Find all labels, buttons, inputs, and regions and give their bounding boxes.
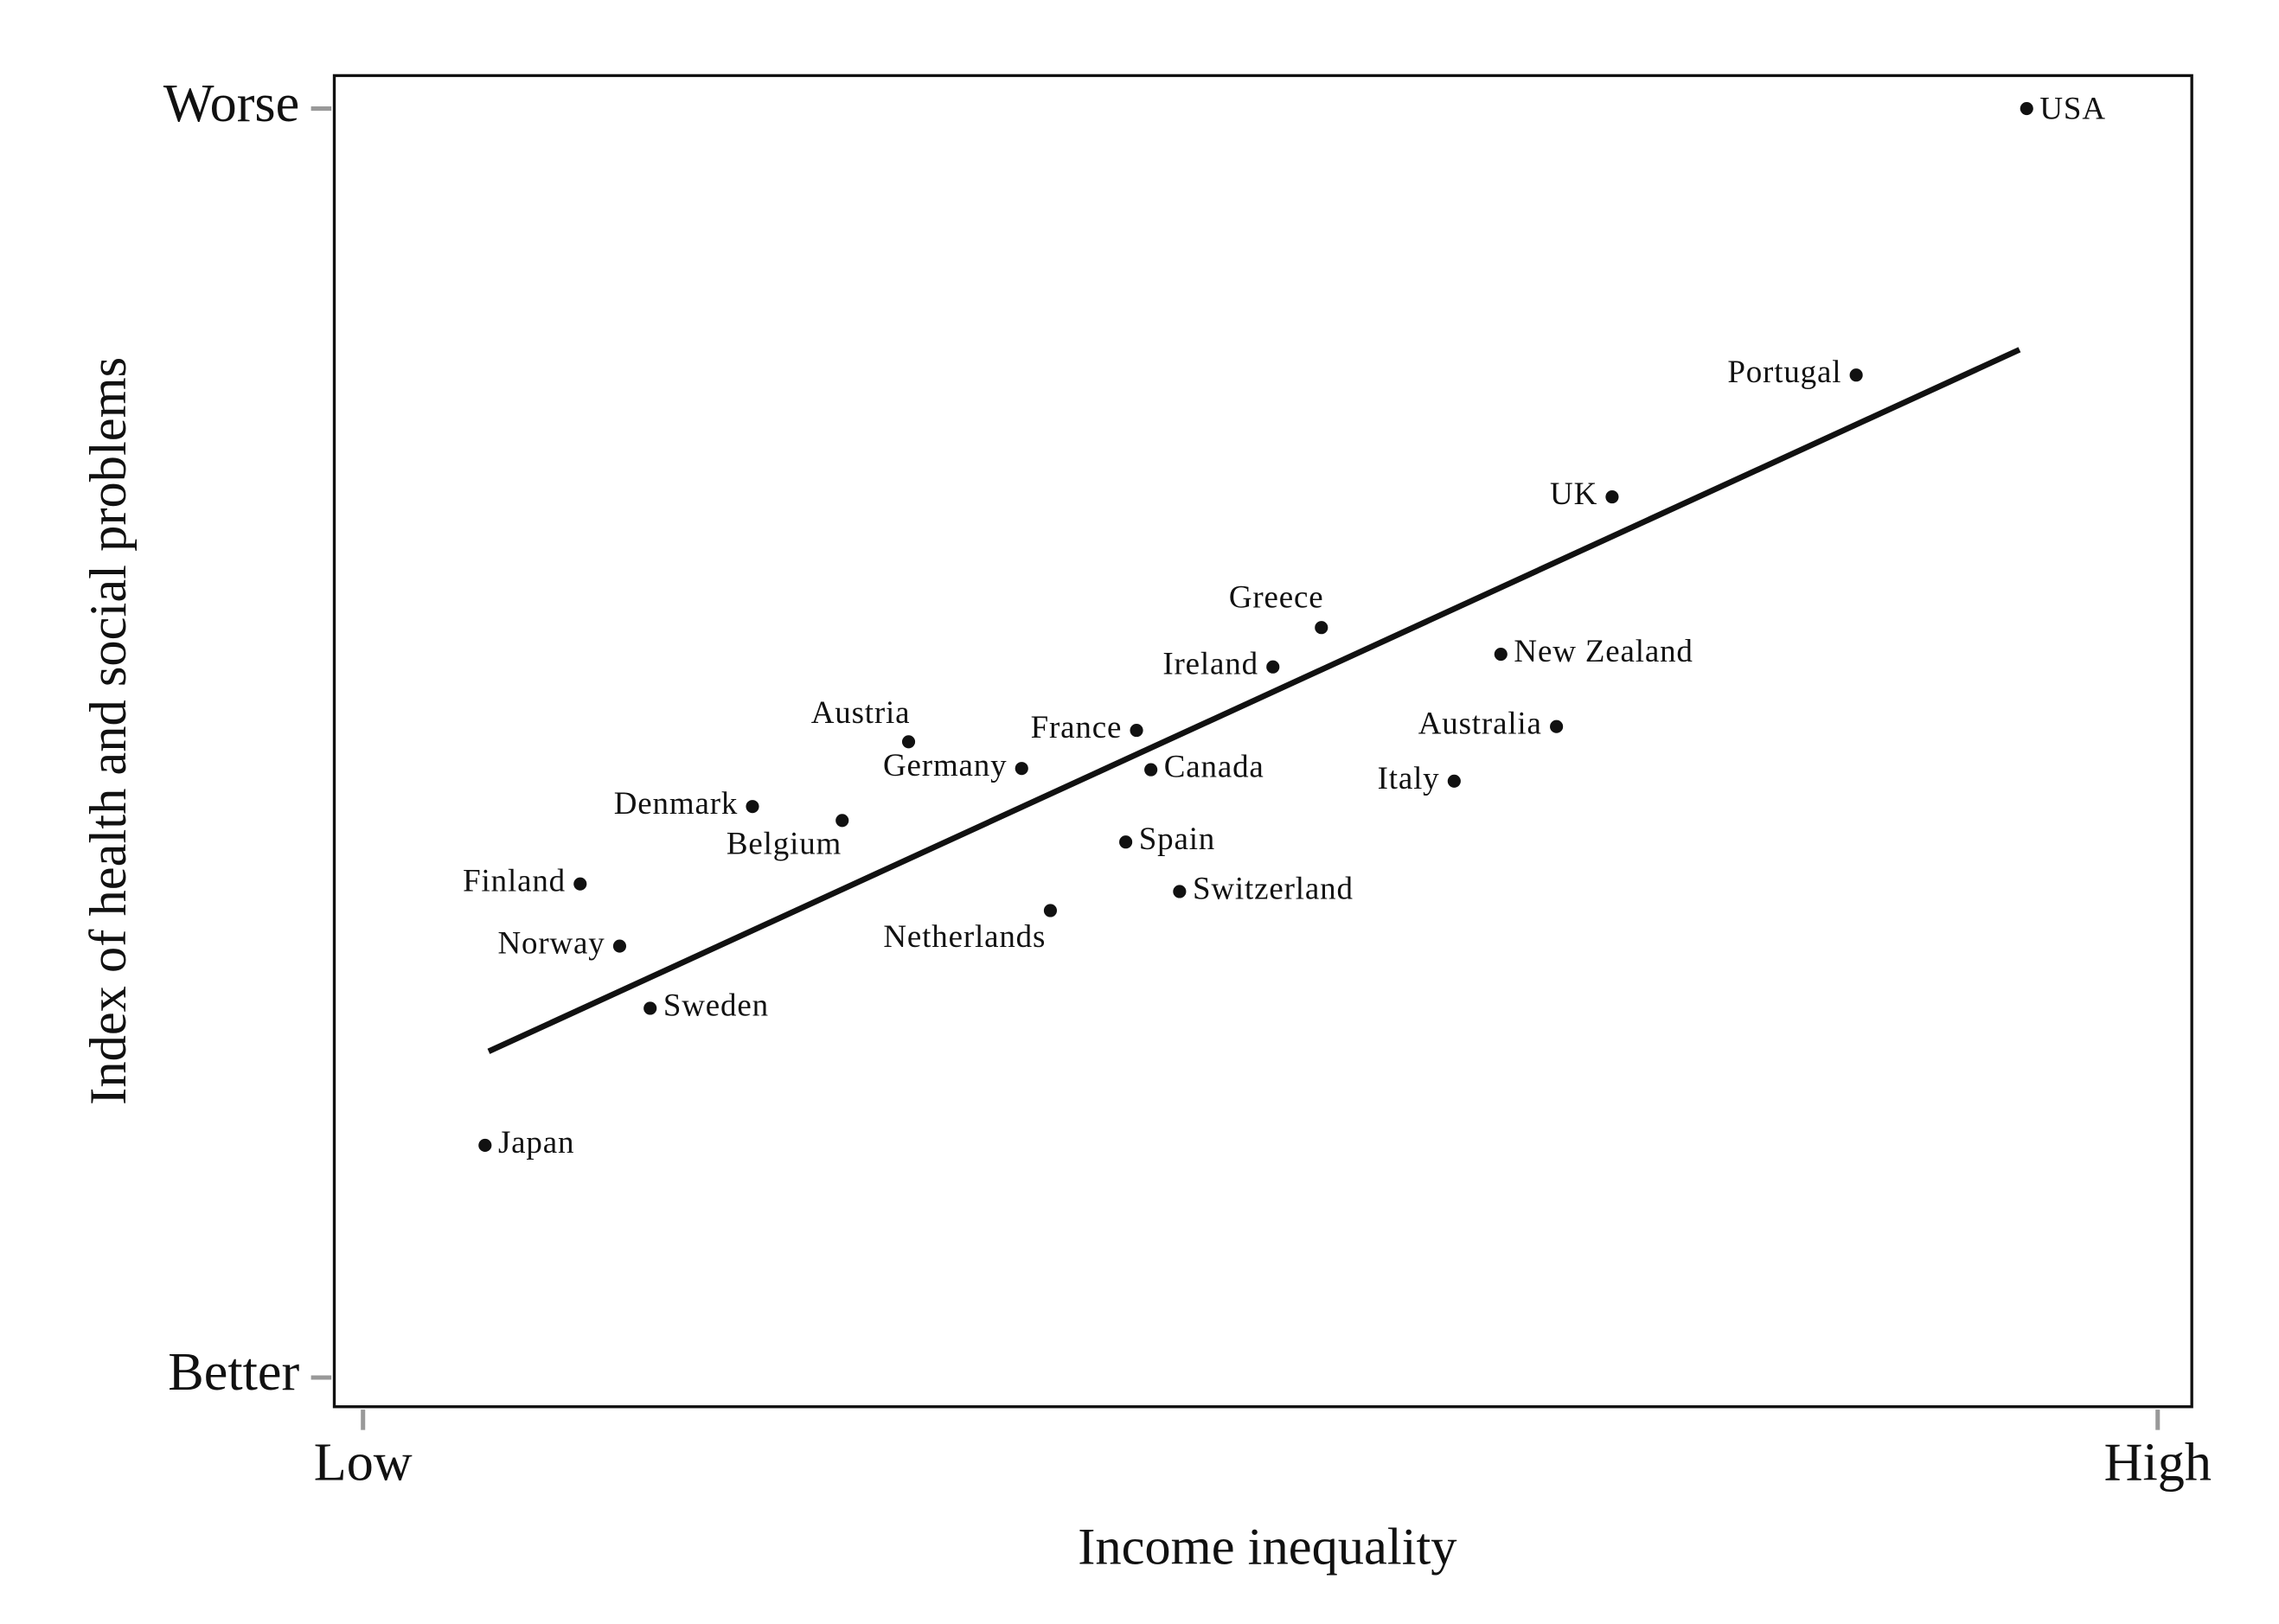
point <box>2020 102 2033 116</box>
point <box>1119 835 1133 849</box>
point <box>1315 621 1328 635</box>
point <box>1144 763 1158 777</box>
point-label: Japan <box>498 1124 574 1160</box>
point <box>643 1001 657 1015</box>
plot-frame <box>332 74 2193 1409</box>
point <box>478 1138 492 1153</box>
point <box>612 939 627 953</box>
point <box>1266 660 1280 674</box>
point-label: Denmark <box>614 785 738 821</box>
point-label: Italy <box>1378 760 1440 796</box>
point-label: Norway <box>498 925 605 961</box>
point <box>1015 762 1028 776</box>
point-label: New Zealand <box>1514 633 1693 668</box>
point-label: Portugal <box>1727 354 1841 389</box>
point-label: Austria <box>811 694 911 730</box>
x-tick-label: High <box>2104 1434 2212 1493</box>
point <box>901 735 916 749</box>
point-label: UK <box>1550 476 1597 511</box>
point <box>1494 647 1508 662</box>
point-label: Netherlands <box>883 918 1046 954</box>
point <box>573 877 587 891</box>
point <box>1605 490 1619 504</box>
point <box>1043 904 1058 917</box>
point-label: Canada <box>1164 749 1264 784</box>
point <box>1130 724 1143 738</box>
point-label: Finland <box>463 863 566 898</box>
point-label: USA <box>2039 90 2105 125</box>
point <box>1173 885 1187 898</box>
point <box>1550 719 1564 733</box>
point <box>835 814 849 828</box>
point-label: Greece <box>1229 579 1324 614</box>
point-label: France <box>1031 709 1123 745</box>
point-label: Germany <box>883 747 1007 783</box>
y-tick-label: Better <box>168 1343 299 1402</box>
y-axis-title: Index of health and social problems <box>80 357 138 1105</box>
point-label: Spain <box>1139 821 1215 856</box>
point-label: Sweden <box>663 987 769 1022</box>
point <box>1849 368 1863 382</box>
point-label: Ireland <box>1162 646 1258 681</box>
point-label: Belgium <box>727 826 842 861</box>
point-label: Switzerland <box>1193 870 1354 905</box>
trend-line <box>487 347 2021 1054</box>
x-axis-title: Income inequality <box>1078 1519 1456 1576</box>
point <box>746 800 759 814</box>
y-tick-label: Worse <box>163 74 299 133</box>
point-label: Australia <box>1418 706 1542 741</box>
point <box>1447 774 1461 788</box>
x-tick-label: Low <box>314 1434 413 1493</box>
